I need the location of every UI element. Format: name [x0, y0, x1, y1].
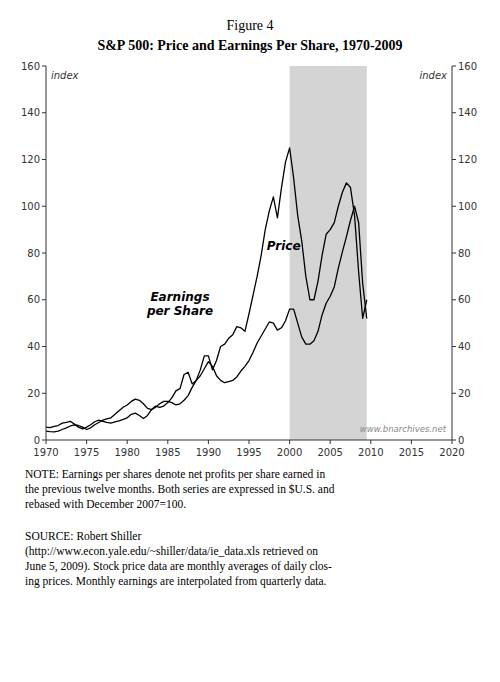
- y2-axis-label: index: [419, 70, 447, 81]
- text-line: Price: [267, 239, 301, 253]
- text-line: per Share: [146, 304, 213, 318]
- y-tick: [42, 253, 46, 254]
- text-line: June 5, 2009). Stock price data are mont…: [25, 560, 332, 573]
- title: Figure 4: [226, 18, 273, 33]
- y-tick-label: 160: [21, 61, 40, 72]
- y-tick: [42, 299, 46, 300]
- subtitle: S&P 500: Price and Earnings Per Share, 1…: [97, 38, 402, 53]
- plot-area: [46, 66, 367, 440]
- x-tick: [167, 440, 168, 444]
- x-tick-label: 1975: [74, 447, 99, 458]
- text-line: NOTE: Earnings per shares denote net pro…: [25, 468, 325, 481]
- background: [0, 0, 500, 682]
- x-tick: [46, 440, 47, 444]
- y2-tick: [452, 346, 456, 347]
- y2-tick-label: 100: [458, 201, 477, 212]
- y2-tick-label: 40: [458, 341, 471, 352]
- x-tick-label: 2005: [317, 447, 342, 458]
- y-axis-label: index: [51, 70, 79, 81]
- x-tick-label: 2015: [399, 447, 424, 458]
- y-tick: [42, 159, 46, 160]
- y-tick-label: 60: [27, 294, 40, 305]
- y-tick: [42, 112, 46, 113]
- y2-tick-label: 80: [458, 248, 471, 259]
- series-line: [46, 148, 367, 429]
- text-line: (http://www.econ.yale.edu/~shiller/data/…: [25, 545, 318, 558]
- y2-tick-label: 60: [458, 294, 471, 305]
- note: NOTE: Earnings per shares denote net pro…: [25, 468, 335, 510]
- series-label: Price: [267, 239, 301, 253]
- x-tick-label: 2020: [439, 447, 464, 458]
- x-tick-label: 2000: [277, 447, 302, 458]
- shaded-region: [290, 66, 367, 440]
- y2-tick: [452, 206, 456, 207]
- x-tick: [411, 440, 412, 444]
- y-tick: [42, 393, 46, 394]
- text-line: the previous twelve months. Both series …: [25, 483, 335, 496]
- chart: Figure 4 S&P 500: Price and Earnings Per …: [0, 0, 500, 682]
- x-tick: [127, 440, 128, 444]
- source: SOURCE: Robert Shiller (http://www.econ.y…: [25, 530, 332, 588]
- y2-tick-label: 120: [458, 154, 477, 165]
- y-tick-label: 100: [21, 201, 40, 212]
- y2-tick-label: 20: [458, 388, 471, 399]
- y2-tick: [452, 440, 456, 441]
- y-tick: [42, 346, 46, 347]
- y-tick-label: 0: [34, 435, 40, 446]
- text-line: Earnings: [150, 290, 209, 304]
- x-tick-label: 2010: [358, 447, 383, 458]
- x-tick-label: 1990: [196, 447, 221, 458]
- x-tick: [249, 440, 250, 444]
- x-tick: [208, 440, 209, 444]
- y2-tick: [452, 159, 456, 160]
- y-tick-label: 40: [27, 341, 40, 352]
- text-line: SOURCE: Robert Shiller: [25, 530, 141, 542]
- y-tick: [42, 206, 46, 207]
- x-tick: [330, 440, 331, 444]
- x-tick-label: 1980: [114, 447, 139, 458]
- x-tick: [452, 440, 453, 444]
- y2-tick: [452, 253, 456, 254]
- y2-tick-label: 0: [458, 435, 464, 446]
- y-tick: [42, 66, 46, 67]
- y-tick-label: 20: [27, 388, 40, 399]
- y-tick-label: 120: [21, 154, 40, 165]
- y2-tick: [452, 112, 456, 113]
- watermark: www.bnarchives.net: [360, 424, 447, 434]
- y-tick-label: 140: [21, 107, 40, 118]
- axes: 1970197519801985199019952000200520102015…: [21, 61, 477, 459]
- x-tick: [86, 440, 87, 444]
- x-tick-label: 1970: [33, 447, 58, 458]
- y2-tick: [452, 66, 456, 67]
- x-tick: [289, 440, 290, 444]
- y2-tick: [452, 393, 456, 394]
- x-tick-label: 1985: [155, 447, 180, 458]
- series-line: [46, 206, 367, 432]
- x-tick: [370, 440, 371, 444]
- x-tick-label: 1995: [236, 447, 261, 458]
- text-line: rebased with December 2007=100.: [25, 498, 186, 510]
- text-line: ing prices. Monthly earnings are interpo…: [25, 575, 327, 588]
- y2-tick-label: 160: [458, 61, 477, 72]
- series-label: Earningsper Share: [146, 290, 213, 318]
- y2-tick-label: 140: [458, 107, 477, 118]
- y-tick-label: 80: [27, 248, 40, 259]
- y2-tick: [452, 299, 456, 300]
- y-tick: [42, 440, 46, 441]
